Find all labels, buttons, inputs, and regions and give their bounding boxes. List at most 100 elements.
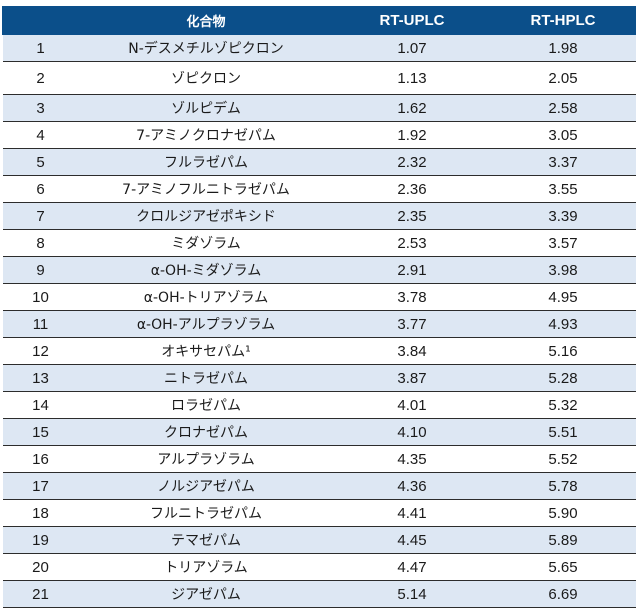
table-row: 17 ノルジアゼパム 4.36 5.78 (2, 472, 636, 500)
table-row: 13 ニトラゼパム 3.87 5.28 (2, 364, 636, 392)
rt-hplc-value: 1.98 (490, 34, 636, 62)
row-index: 7 (2, 202, 79, 230)
rt-hplc-value: 5.28 (490, 364, 636, 392)
row-index: 10 (2, 283, 79, 311)
table-row: 19 テマゼパム 4.45 5.89 (2, 526, 636, 554)
rt-hplc-value: 2.58 (490, 94, 636, 122)
rt-hplc-value: 3.57 (490, 229, 636, 257)
rt-uplc-value: 2.91 (333, 256, 491, 284)
rt-hplc-value: 5.16 (490, 337, 636, 365)
table-row: 1 N-デスメチルゾピクロン 1.07 1.98 (2, 34, 636, 62)
compound-name: フルニトラゼパム (78, 499, 334, 527)
table-row: 2 ゾピクロン 1.13 2.05 (2, 61, 636, 95)
row-index: 4 (2, 121, 79, 149)
compound-name: ゾルピデム (78, 94, 334, 122)
rt-uplc-value: 3.77 (333, 310, 491, 338)
table-row: 21 ジアゼパム 5.14 6.69 (2, 580, 636, 608)
row-index: 8 (2, 229, 79, 257)
row-index: 19 (2, 526, 79, 554)
compound-name: α-OH-アルプラゾラム (78, 310, 334, 338)
table-row: 9 α-OH-ミダゾラム 2.91 3.98 (2, 256, 636, 284)
compound-name: ニトラゼパム (78, 364, 334, 392)
row-index: 15 (2, 418, 79, 446)
rt-hplc-value: 5.65 (490, 553, 636, 581)
table-row: 15 クロナゼパム 4.10 5.51 (2, 418, 636, 446)
rt-hplc-value: 3.05 (490, 121, 636, 149)
row-index: 12 (2, 337, 79, 365)
compound-name: ノルジアゼパム (78, 472, 334, 500)
rt-uplc-value: 4.47 (333, 553, 491, 581)
compound-name: ジアゼパム (78, 580, 334, 608)
header-rt-hplc: RT-HPLC (490, 6, 636, 35)
table-row: 10 α-OH-トリアゾラム 3.78 4.95 (2, 283, 636, 311)
compound-name: フルラゼパム (78, 148, 334, 176)
rt-hplc-value: 5.78 (490, 472, 636, 500)
rt-hplc-value: 3.37 (490, 148, 636, 176)
rt-uplc-value: 2.32 (333, 148, 491, 176)
compound-name: トリアゾラム (78, 553, 334, 581)
row-index: 6 (2, 175, 79, 203)
row-index: 21 (2, 580, 79, 608)
rt-uplc-value: 1.13 (333, 61, 491, 95)
rt-hplc-value: 4.95 (490, 283, 636, 311)
table-row: 12 オキサセパム¹ 3.84 5.16 (2, 337, 636, 365)
rt-hplc-value: 4.93 (490, 310, 636, 338)
header-compound: 化合物 (78, 6, 334, 35)
retention-time-table: 化合物 RT-UPLC RT-HPLC 1 N-デスメチルゾピクロン 1.07 1.9… (2, 6, 636, 608)
row-index: 14 (2, 391, 79, 419)
rt-hplc-value: 5.90 (490, 499, 636, 527)
rt-hplc-value: 3.98 (490, 256, 636, 284)
rt-hplc-value: 5.32 (490, 391, 636, 419)
table-row: 3 ゾルピデム 1.62 2.58 (2, 94, 636, 122)
rt-uplc-value: 3.87 (333, 364, 491, 392)
rt-uplc-value: 4.01 (333, 391, 491, 419)
table-row: 18 フルニトラゼパム 4.41 5.90 (2, 499, 636, 527)
rt-uplc-value: 1.07 (333, 34, 491, 62)
cropped-caption (0, 0, 637, 6)
row-index: 20 (2, 553, 79, 581)
rt-hplc-value: 5.52 (490, 445, 636, 473)
table-row: 6 7-アミノフルニトラゼパム 2.36 3.55 (2, 175, 636, 203)
row-index: 1 (2, 34, 79, 62)
rt-uplc-value: 4.35 (333, 445, 491, 473)
table-row: 14 ロラゼパム 4.01 5.32 (2, 391, 636, 419)
rt-uplc-value: 1.92 (333, 121, 491, 149)
rt-uplc-value: 2.53 (333, 229, 491, 257)
table-row: 7 クロルジアゼポキシド 2.35 3.39 (2, 202, 636, 230)
compound-name: クロナゼパム (78, 418, 334, 446)
table-header-row: 化合物 RT-UPLC RT-HPLC (2, 6, 636, 35)
rt-hplc-value: 6.69 (490, 580, 636, 608)
compound-name: テマゼパム (78, 526, 334, 554)
table-row: 8 ミダゾラム 2.53 3.57 (2, 229, 636, 257)
rt-uplc-value: 3.78 (333, 283, 491, 311)
rt-hplc-value: 3.39 (490, 202, 636, 230)
rt-uplc-value: 4.10 (333, 418, 491, 446)
rt-uplc-value: 2.35 (333, 202, 491, 230)
table-body: 1 N-デスメチルゾピクロン 1.07 1.98 2 ゾピクロン 1.13 2.05 3 ゾルピデ… (2, 34, 636, 608)
compound-name: 7-アミノクロナゼパム (78, 121, 334, 149)
rt-uplc-value: 5.14 (333, 580, 491, 608)
compound-name: ロラゼパム (78, 391, 334, 419)
row-index: 9 (2, 256, 79, 284)
rt-uplc-value: 4.45 (333, 526, 491, 554)
rt-hplc-value: 5.51 (490, 418, 636, 446)
header-index (2, 6, 79, 35)
row-index: 2 (2, 61, 79, 95)
table-row: 16 アルプラゾラム 4.35 5.52 (2, 445, 636, 473)
rt-uplc-value: 3.84 (333, 337, 491, 365)
compound-name: ミダゾラム (78, 229, 334, 257)
rt-uplc-value: 4.41 (333, 499, 491, 527)
row-index: 5 (2, 148, 79, 176)
row-index: 11 (2, 310, 79, 338)
table-row: 11 α-OH-アルプラゾラム 3.77 4.93 (2, 310, 636, 338)
compound-name: 7-アミノフルニトラゼパム (78, 175, 334, 203)
compound-name: α-OH-トリアゾラム (78, 283, 334, 311)
table-row: 5 フルラゼパム 2.32 3.37 (2, 148, 636, 176)
rt-hplc-value: 2.05 (490, 61, 636, 95)
row-index: 16 (2, 445, 79, 473)
rt-uplc-value: 2.36 (333, 175, 491, 203)
compound-name: ゾピクロン (78, 61, 334, 95)
row-index: 18 (2, 499, 79, 527)
compound-name: オキサセパム¹ (78, 337, 334, 365)
table-row: 20 トリアゾラム 4.47 5.65 (2, 553, 636, 581)
